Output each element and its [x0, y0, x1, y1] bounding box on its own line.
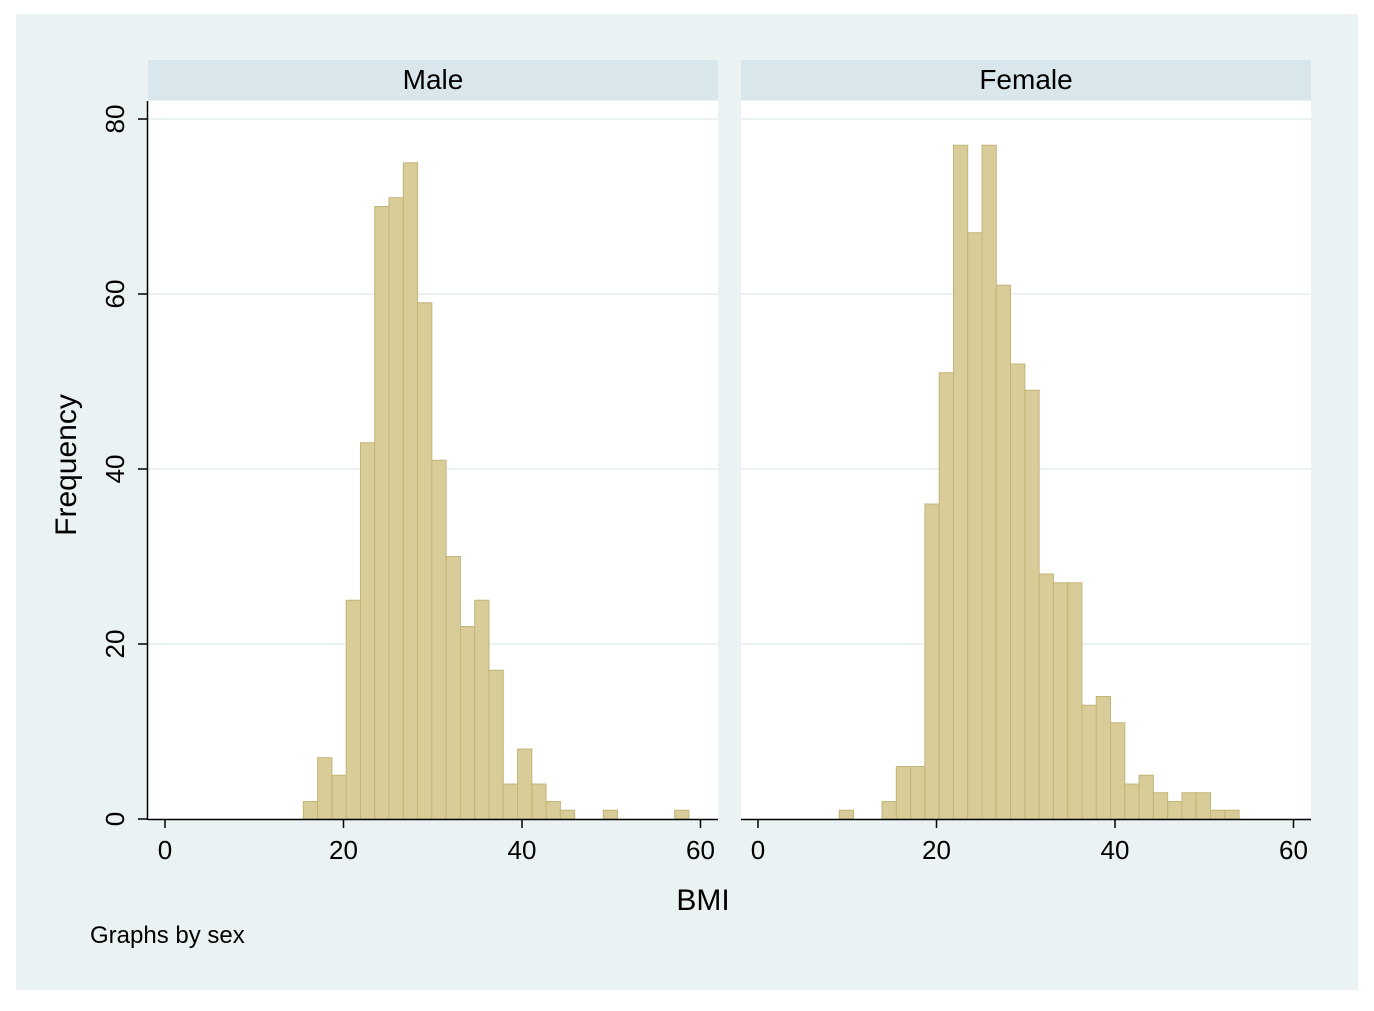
panel-female-bar [1138, 774, 1154, 820]
panel-male-bar [345, 599, 361, 820]
panel-female-bar [1067, 582, 1083, 820]
panel-female: Female 0 20 40 60 [741, 60, 1311, 865]
panel-male-bar [545, 801, 561, 820]
y-axis: 0 20 40 60 80 [100, 101, 149, 826]
panel-male-gridlines [148, 118, 718, 645]
panel-female-bar [895, 766, 912, 820]
panel-male-bar [431, 459, 447, 820]
panel-male-bar [531, 783, 547, 820]
panel-male-title: Male [403, 64, 464, 95]
panel-male-x-tick-label: 40 [508, 835, 537, 865]
panel-female-bar [981, 144, 997, 820]
panel-female-header [741, 60, 1311, 100]
panel-male-x-axis: 0 20 40 60 [148, 818, 718, 865]
graph-note: Graphs by sex [90, 922, 245, 949]
y-tick-label: 40 [100, 455, 130, 484]
panel-female-bar [1095, 696, 1112, 820]
panel-female-title: Female [979, 64, 1072, 95]
y-tick-label: 80 [100, 105, 130, 134]
panel-female-bar [938, 372, 954, 820]
panel-female-bar [1024, 389, 1040, 820]
panel-female-bar [1124, 783, 1140, 820]
panel-male: Male 0 20 40 60 [148, 60, 718, 865]
panel-female-bar [967, 232, 983, 820]
panel-male-x-tick-label: 20 [329, 835, 358, 865]
panel-female-bar [924, 503, 940, 820]
panel-female-bar [952, 144, 969, 820]
panel-male-bar [445, 556, 461, 820]
panel-male-bar [388, 197, 404, 820]
panel-male-bar [674, 809, 690, 820]
panel-female-bar [1152, 792, 1169, 820]
panel-male-bar [602, 809, 618, 820]
panel-female-bar [1010, 363, 1026, 820]
y-tick-label: 0 [100, 812, 130, 826]
panel-male-bars [302, 162, 690, 820]
panel-male-bar [359, 442, 376, 820]
panel-male-bar [517, 748, 533, 820]
panel-female-bar [1052, 582, 1069, 820]
panel-female-bar [1081, 704, 1097, 820]
panel-female-bar [838, 809, 854, 820]
panel-female-bar [995, 284, 1012, 820]
y-tick-label: 60 [100, 280, 130, 309]
panel-female-x-tick-label: 0 [751, 835, 765, 865]
panel-female-bar [1224, 809, 1240, 820]
panel-female-x-axis: 0 20 40 60 [741, 818, 1311, 865]
panel-male-x-tick-label: 0 [158, 835, 172, 865]
panel-male-header [148, 60, 718, 100]
panel-female-x-tick-label: 40 [1101, 835, 1130, 865]
panel-female-bar [1110, 722, 1126, 820]
panel-male-bar [331, 774, 347, 820]
panel-female-bar [881, 801, 897, 820]
panel-male-bar [502, 783, 519, 820]
panel-female-bar [1038, 573, 1054, 820]
panel-male-bar [559, 809, 576, 820]
x-axis-title: BMI [676, 884, 729, 917]
panel-male-bar [417, 302, 433, 820]
panel-male-bar [317, 757, 333, 820]
panel-male-bar [459, 626, 476, 820]
panel-female-x-tick-label: 60 [1279, 835, 1308, 865]
panel-male-bar [302, 801, 319, 820]
panel-male-bar [374, 206, 390, 820]
panel-female-bar [1181, 792, 1197, 820]
panel-male-bar [488, 669, 504, 820]
panel-female-bar [1167, 801, 1183, 820]
y-tick-label: 20 [100, 630, 130, 659]
y-axis-title: Frequency [50, 394, 83, 536]
panel-female-bar [910, 766, 926, 820]
panel-male-bar [474, 599, 490, 820]
panel-female-bar [1195, 792, 1211, 820]
panel-female-x-tick-label: 20 [922, 835, 951, 865]
panel-male-bar [402, 162, 419, 820]
panel-female-bar [1209, 809, 1226, 820]
panel-male-x-tick-label: 60 [686, 835, 715, 865]
